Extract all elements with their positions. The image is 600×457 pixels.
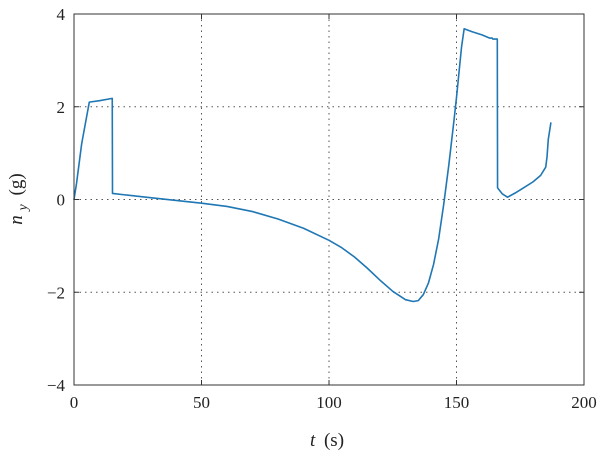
y-tick-label: −2 [47,283,65,302]
x-axis-unit: (s) [324,430,344,451]
x-tick-labels: 0 50 100 150 200 [70,393,597,412]
x-axis-label: t (s) [310,430,344,451]
y-tick-label: 0 [57,191,66,210]
y-axis-unit: (g) [6,173,27,195]
y-tick-label: 2 [57,98,66,117]
series-layer [73,28,552,303]
y-tick-label: 4 [57,5,66,24]
y-tick-labels: −4 −2 0 2 4 [47,5,66,395]
grid [74,14,584,385]
y-tick-label: −4 [47,376,66,395]
x-tick-label: 0 [70,393,79,412]
x-tick-label: 50 [193,393,210,412]
plot-area: 0 50 100 150 200 −4 −2 0 2 4 [47,5,597,412]
y-axis-subscript: y [16,203,31,212]
x-axis-variable: t [310,430,316,451]
x-tick-label: 150 [444,393,470,412]
x-tick-label: 200 [571,393,597,412]
y-axis-variable: n [6,215,27,225]
series-line-0 [73,28,552,303]
x-tick-label: 100 [316,393,342,412]
y-axis-label: n y (g) [6,173,32,224]
tick-marks [73,13,585,386]
